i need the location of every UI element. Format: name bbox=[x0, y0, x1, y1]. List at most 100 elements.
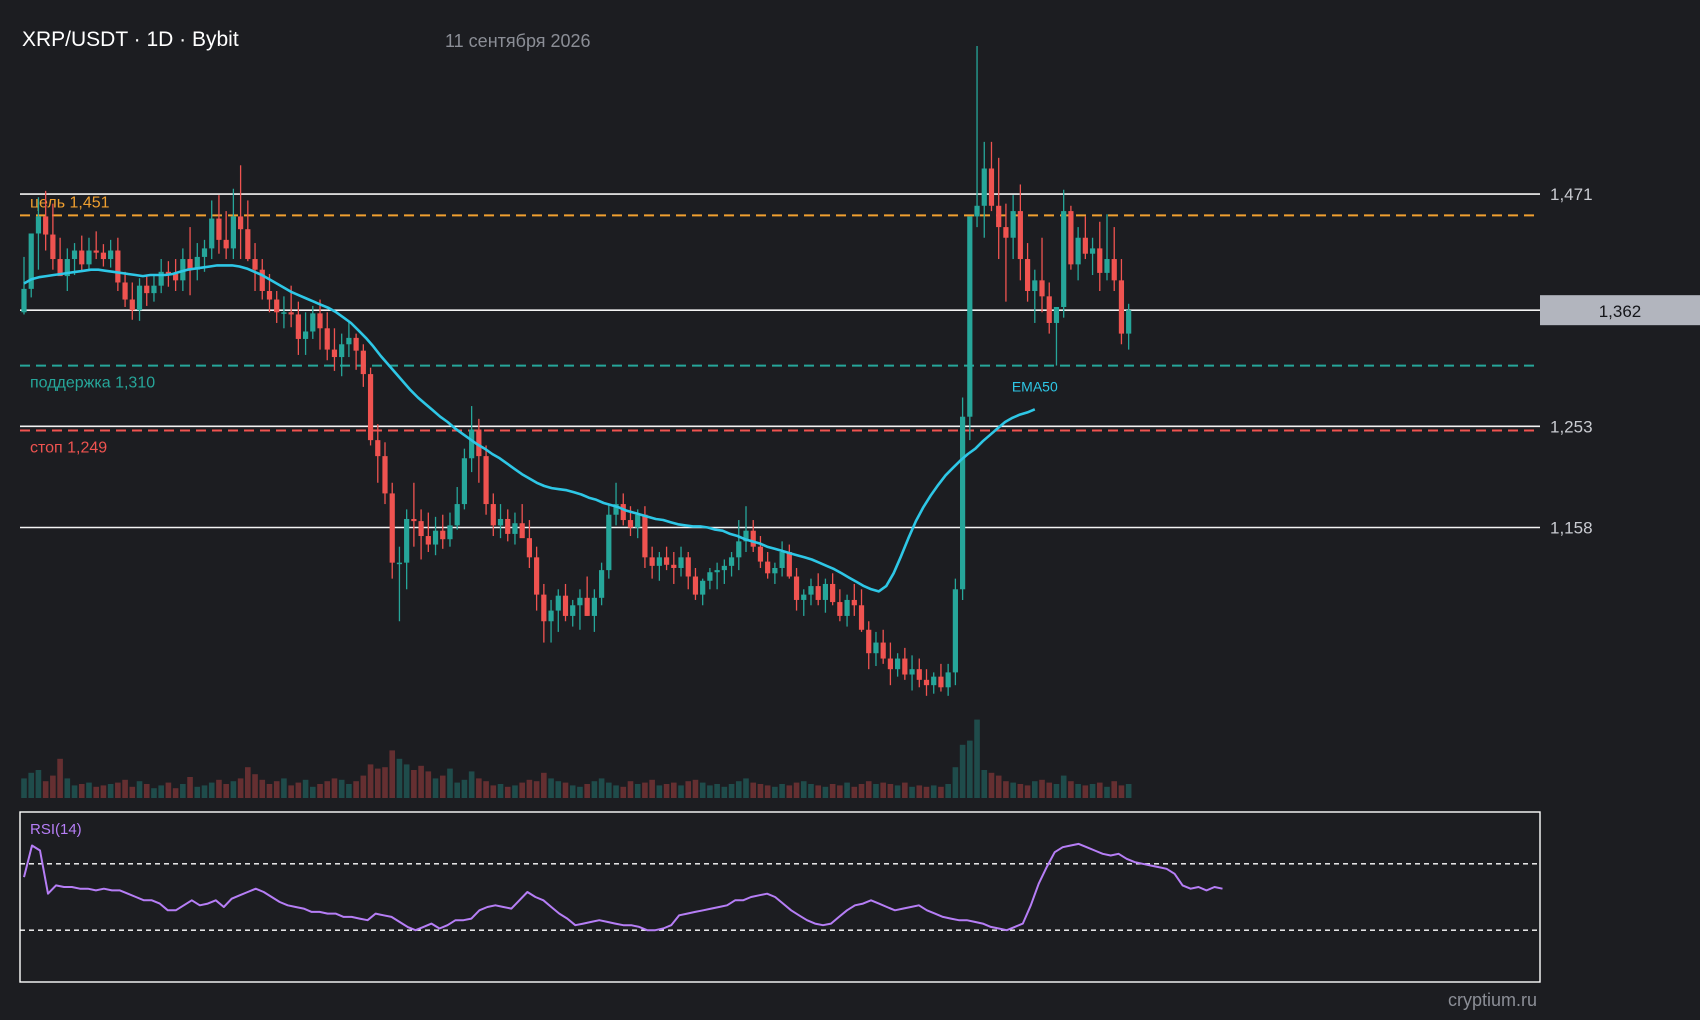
volume-bar bbox=[223, 784, 229, 798]
candle-body bbox=[353, 337, 359, 351]
candle-body bbox=[324, 328, 330, 350]
candle-body bbox=[360, 350, 366, 375]
volume-bar bbox=[245, 767, 251, 798]
volume-bar bbox=[967, 740, 973, 798]
volume-bar bbox=[1046, 782, 1053, 798]
candle-body bbox=[129, 299, 135, 311]
volume-bar bbox=[194, 786, 201, 798]
candle-body bbox=[505, 518, 511, 534]
volume-bar bbox=[959, 744, 966, 798]
volume-bar bbox=[642, 782, 648, 798]
candle-body bbox=[526, 538, 532, 558]
annotation-label: цель 1,451 bbox=[30, 194, 110, 211]
volume-bar bbox=[476, 778, 482, 798]
volume-bar bbox=[880, 782, 886, 798]
candle-body bbox=[772, 567, 778, 574]
candle-body bbox=[1097, 248, 1103, 273]
candle-body bbox=[786, 552, 792, 577]
volume-bar bbox=[591, 781, 598, 798]
candle-body bbox=[259, 269, 265, 292]
candle-body bbox=[534, 557, 540, 595]
volume-bar bbox=[396, 758, 403, 798]
volume-bar bbox=[208, 782, 215, 798]
price-tag-value: 1,362 bbox=[1599, 302, 1642, 321]
volume-bar bbox=[504, 786, 511, 798]
volume-bars bbox=[21, 719, 1132, 798]
candle-body bbox=[851, 599, 857, 606]
volume-bar bbox=[389, 750, 396, 798]
candle-body bbox=[663, 557, 670, 565]
candle-body bbox=[1061, 211, 1067, 307]
volume-bar bbox=[678, 785, 684, 798]
volume-bar bbox=[425, 771, 432, 798]
candle-body bbox=[230, 216, 236, 249]
candle-body bbox=[281, 312, 287, 314]
volume-bar bbox=[562, 782, 569, 798]
volume-bar bbox=[728, 784, 735, 798]
volume-bar bbox=[1017, 784, 1024, 798]
volume-bar bbox=[295, 782, 302, 798]
candle-body bbox=[151, 285, 157, 294]
candle-body bbox=[1032, 280, 1038, 292]
volume-bar bbox=[338, 779, 345, 798]
volume-bar bbox=[1010, 782, 1016, 798]
volume-bar bbox=[331, 778, 338, 798]
candle-body bbox=[404, 518, 410, 563]
candle-body bbox=[144, 285, 150, 294]
candle-body bbox=[469, 429, 475, 459]
volume-bar bbox=[916, 785, 923, 798]
volume-bar bbox=[324, 781, 331, 798]
volume-bar bbox=[649, 779, 655, 798]
candle-body bbox=[700, 580, 706, 595]
candle-body bbox=[981, 168, 987, 206]
candle-body bbox=[389, 493, 395, 563]
candle-body bbox=[808, 586, 814, 595]
candle-body bbox=[837, 602, 843, 616]
candle-body bbox=[1089, 248, 1096, 254]
candle-body bbox=[750, 530, 756, 547]
candle-body bbox=[461, 458, 468, 505]
candle-body bbox=[570, 605, 576, 616]
candle-body bbox=[678, 557, 684, 568]
volume-bar bbox=[981, 770, 988, 798]
candle-body bbox=[830, 583, 836, 603]
rsi-label: RSI(14) bbox=[30, 821, 82, 838]
candle-body bbox=[425, 536, 431, 545]
volume-bar bbox=[230, 781, 237, 798]
volume-bar bbox=[707, 785, 713, 798]
candle-body bbox=[757, 546, 764, 562]
candle-body bbox=[880, 642, 886, 659]
rsi-pane bbox=[19, 811, 1541, 983]
volume-bar bbox=[692, 779, 699, 798]
volume-bar bbox=[1032, 781, 1038, 798]
volume-bar bbox=[42, 781, 49, 798]
candle-body bbox=[122, 282, 128, 300]
candle-body bbox=[216, 218, 222, 240]
volume-bar bbox=[887, 784, 894, 798]
volume-bar bbox=[844, 782, 850, 798]
candle-body bbox=[627, 520, 634, 528]
candle-body bbox=[86, 250, 92, 265]
candle-body bbox=[902, 658, 908, 675]
annotation-label: стоп 1,249 bbox=[30, 440, 107, 457]
volume-bar bbox=[360, 775, 367, 798]
volume-bar bbox=[28, 772, 35, 798]
volume-bar bbox=[432, 778, 439, 798]
candle-body bbox=[64, 259, 70, 277]
chart-date: 11 сентября 2026 bbox=[445, 31, 591, 51]
candle-body bbox=[606, 514, 612, 571]
candle-body bbox=[21, 288, 27, 313]
candle-body bbox=[707, 572, 713, 581]
candle-body bbox=[209, 218, 215, 249]
volume-bar bbox=[634, 784, 641, 798]
volume-bar bbox=[757, 784, 764, 798]
watermark: cryptium.ru bbox=[1447, 990, 1537, 1010]
volume-bar bbox=[50, 775, 56, 798]
volume-bar bbox=[158, 785, 164, 798]
volume-bar bbox=[685, 781, 692, 798]
candle-body bbox=[1118, 280, 1125, 334]
volume-bar bbox=[671, 782, 677, 798]
volume-bar bbox=[930, 785, 937, 798]
volume-bar bbox=[735, 781, 742, 798]
